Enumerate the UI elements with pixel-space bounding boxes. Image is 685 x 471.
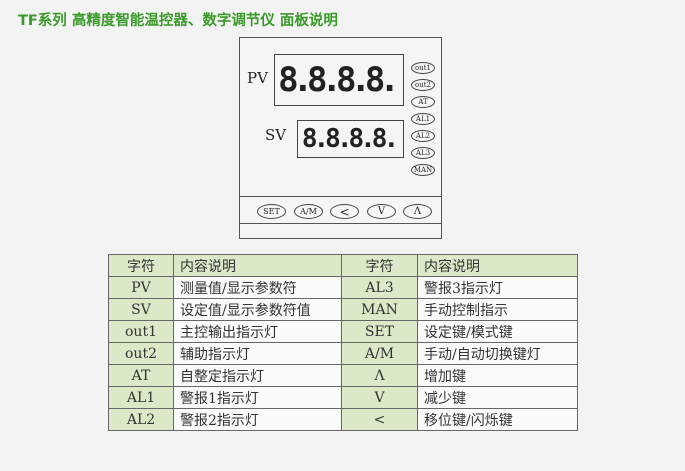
- cell-char: SV: [108, 298, 174, 321]
- pv-display: 8.8.8.8.: [274, 54, 404, 106]
- indicator-al3: AL3: [411, 147, 435, 159]
- header-char: 字符: [108, 254, 174, 277]
- sv-label: SV: [265, 126, 287, 144]
- cell-desc: 警报2指示灯: [173, 408, 342, 431]
- table-row: AT 自整定指示灯 Λ 增加键: [108, 364, 578, 387]
- cell-char: Λ: [341, 364, 418, 387]
- header-desc: 内容说明: [417, 254, 578, 277]
- indicator-al2: AL2: [411, 130, 435, 142]
- header-char: 字符: [341, 254, 418, 277]
- cell-desc: 设定值/显示参数符值: [173, 298, 342, 321]
- cell-char: <: [341, 408, 418, 431]
- table-row: AL2 警报2指示灯 < 移位键/闪烁键: [108, 408, 578, 431]
- indicator-out1: out1: [411, 62, 435, 74]
- up-key[interactable]: Λ: [403, 204, 432, 219]
- cell-desc: 警报3指示灯: [417, 276, 578, 299]
- table-row: PV 测量值/显示参数符 AL3 警报3指示灯: [108, 276, 578, 299]
- cell-char: AT: [108, 364, 174, 387]
- controller-panel: PV 8.8.8.8. SV 8.8.8.8. out1 out2 AT AL1…: [239, 37, 442, 239]
- table-row: SV 设定值/显示参数符值 MAN 手动控制指示: [108, 298, 578, 321]
- table-row: AL1 警报1指示灯 V 减少键: [108, 386, 578, 409]
- indicator-at: AT: [411, 96, 435, 108]
- header-desc: 内容说明: [173, 254, 342, 277]
- sv-display: 8.8.8.8.: [297, 120, 404, 158]
- cell-char: PV: [108, 276, 174, 299]
- pv-label: PV: [247, 69, 268, 87]
- table-row: out2 辅助指示灯 A/M 手动/自动切换键灯: [108, 342, 578, 365]
- cell-desc: 增加键: [417, 364, 578, 387]
- table-header: 字符 内容说明 字符 内容说明: [108, 254, 578, 277]
- cell-char: AL3: [341, 276, 418, 299]
- indicator-out2: out2: [411, 79, 435, 91]
- cell-desc: 辅助指示灯: [173, 342, 342, 365]
- indicator-al1: AL1: [411, 113, 435, 125]
- cell-desc: 移位键/闪烁键: [417, 408, 578, 431]
- am-key[interactable]: A/M: [294, 204, 323, 219]
- cell-char: SET: [341, 320, 418, 343]
- set-key[interactable]: SET: [257, 204, 286, 219]
- cell-char: A/M: [341, 342, 418, 365]
- legend-table: 字符 内容说明 字符 内容说明 PV 测量值/显示参数符 AL3 警报3指示灯 SV 设…: [108, 254, 578, 431]
- cell-desc: 测量值/显示参数符: [173, 276, 342, 299]
- cell-char: out2: [108, 342, 174, 365]
- cell-desc: 手动控制指示: [417, 298, 578, 321]
- cell-char: MAN: [341, 298, 418, 321]
- cell-char: V: [341, 386, 418, 409]
- cell-desc: 自整定指示灯: [173, 364, 342, 387]
- cell-desc: 手动/自动切换键灯: [417, 342, 578, 365]
- page-title: TF系列 高精度智能温控器、数字调节仪 面板说明: [18, 13, 338, 29]
- divider: [240, 196, 441, 197]
- cell-char: AL1: [108, 386, 174, 409]
- divider: [240, 223, 441, 224]
- cell-desc: 警报1指示灯: [173, 386, 342, 409]
- table-row: out1 主控输出指示灯 SET 设定键/模式键: [108, 320, 578, 343]
- cell-char: out1: [108, 320, 174, 343]
- shift-key[interactable]: <: [330, 204, 359, 219]
- indicator-man: MAN: [411, 164, 435, 176]
- cell-desc: 主控输出指示灯: [173, 320, 342, 343]
- cell-char: AL2: [108, 408, 174, 431]
- cell-desc: 设定键/模式键: [417, 320, 578, 343]
- down-key[interactable]: V: [367, 204, 396, 219]
- cell-desc: 减少键: [417, 386, 578, 409]
